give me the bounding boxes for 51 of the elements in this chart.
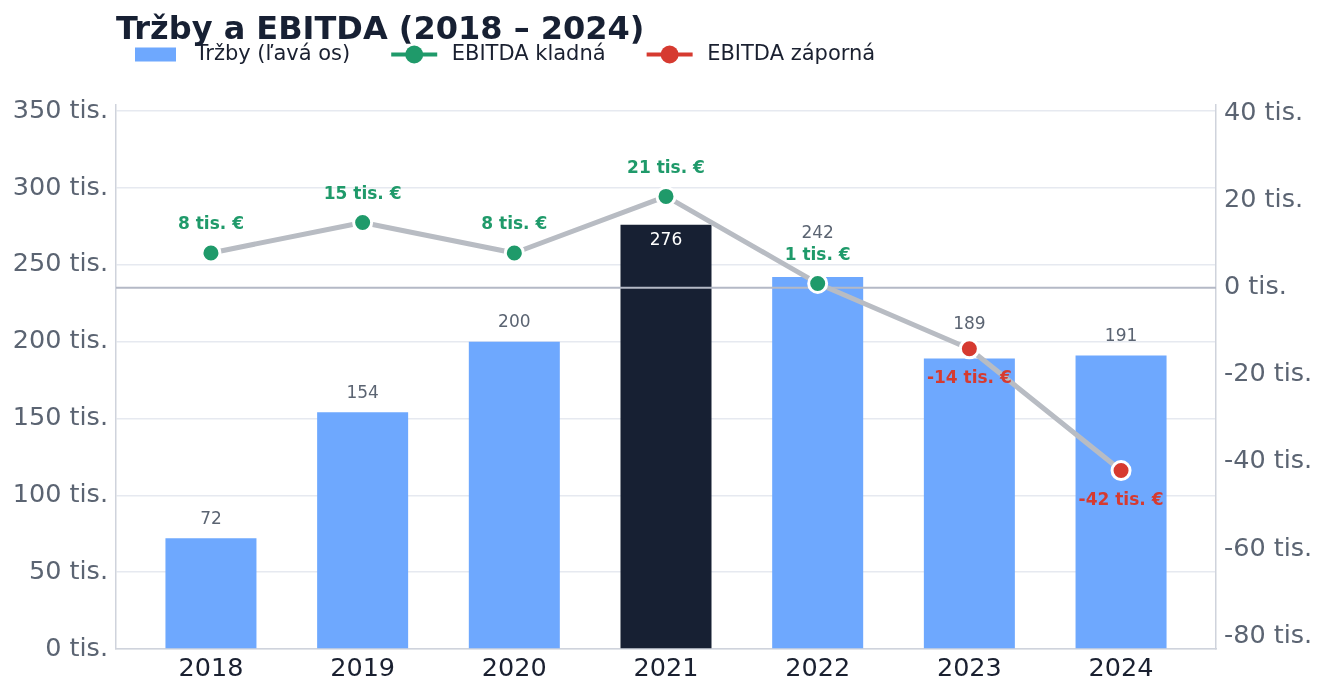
y-tick-label: 150 tis. <box>12 401 108 432</box>
bar <box>165 538 257 649</box>
data-label: 191 <box>1104 324 1138 345</box>
y2-tick-label: 20 tis. <box>1224 183 1304 214</box>
x-tick-label: 2019 <box>330 651 396 682</box>
x-tick-label: 2022 <box>785 651 851 682</box>
y2-tick-label: -80 tis. <box>1224 618 1313 649</box>
y-tick-label: 300 tis. <box>12 170 108 201</box>
x-tick-label: 2018 <box>178 651 244 682</box>
bar <box>468 341 560 649</box>
y-tick-label: 200 tis. <box>12 324 108 355</box>
point <box>352 212 374 233</box>
y2-tick-label: 40 tis. <box>1224 96 1304 127</box>
data-label: 189 <box>953 313 986 334</box>
bar <box>620 224 712 649</box>
x-tick-label: 2021 <box>633 651 699 682</box>
point <box>958 338 980 360</box>
data-label: 154 <box>346 381 379 402</box>
y-tick-label: 100 tis. <box>12 477 108 508</box>
data-label: 15 tis. € <box>323 182 402 203</box>
y-tick-label: 50 tis. <box>28 554 108 585</box>
bar <box>1075 355 1167 649</box>
x-tick-label: 2020 <box>481 651 547 682</box>
point <box>655 185 677 207</box>
y2-tick-label: -40 tis. <box>1224 444 1313 475</box>
y-tick-label: 250 tis. <box>12 247 108 278</box>
x-tick-label: 2024 <box>1088 651 1154 682</box>
data-label: 8 tis. € <box>481 213 548 234</box>
data-label: 200 <box>498 311 531 332</box>
x-tick-label: 2023 <box>936 651 1002 682</box>
data-label: 72 <box>200 507 222 528</box>
data-label: 276 <box>649 229 683 250</box>
point <box>503 242 525 264</box>
bar <box>923 358 1015 649</box>
data-label: 1 tis. € <box>784 243 851 264</box>
bar <box>317 412 409 649</box>
y2-tick-label: -60 tis. <box>1224 531 1313 562</box>
legend-label: EBITDA záporná <box>707 40 876 65</box>
data-label: -42 tis. € <box>1078 488 1164 509</box>
y2-tick-label: 0 tis. <box>1224 270 1287 301</box>
bar <box>772 277 864 649</box>
legend-label: EBITDA kladná <box>451 40 606 65</box>
y-tick-label: 350 tis. <box>12 93 108 124</box>
point <box>1110 460 1132 482</box>
data-label: 21 tis. € <box>627 156 705 177</box>
data-label: -14 tis. € <box>926 367 1012 388</box>
point <box>200 242 222 264</box>
data-label: 8 tis. € <box>177 213 244 234</box>
y2-tick-label: -20 tis. <box>1224 357 1313 388</box>
data-label: 242 <box>801 221 834 242</box>
y-tick-label: 0 tis. <box>45 631 108 662</box>
